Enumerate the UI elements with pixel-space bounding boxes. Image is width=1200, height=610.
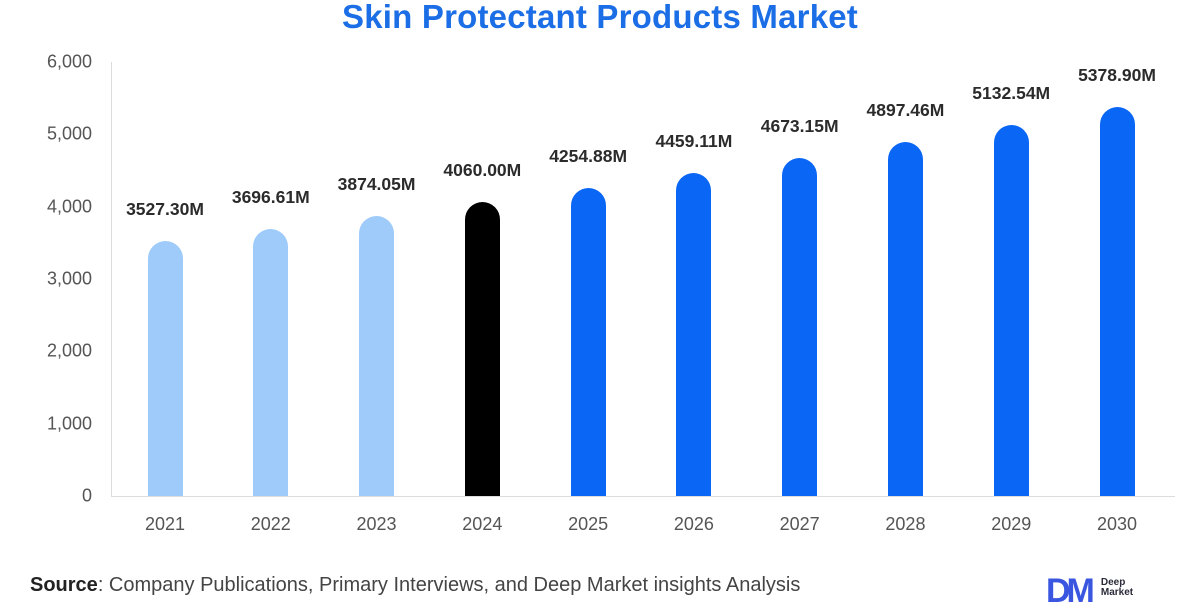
data-label: 4673.15M [760, 115, 839, 136]
data-label: 3527.30M [126, 198, 204, 219]
source-text: : Company Publications, Primary Intervie… [97, 574, 801, 596]
bar-2022 [253, 228, 289, 496]
bar-2030 [1099, 106, 1135, 496]
bar-2028 [887, 141, 923, 496]
x-tick-label: 2024 [462, 514, 503, 534]
data-label: 5378.90M [1078, 64, 1156, 85]
y-axis-line [111, 62, 112, 496]
y-tick-label: 0 [81, 485, 92, 506]
data-label: 5132.54M [972, 82, 1051, 103]
source-label: Source [30, 574, 98, 596]
x-tick-label: 2029 [991, 514, 1032, 534]
data-label: 4459.11M [655, 131, 733, 152]
x-tick-label: 2022 [250, 514, 291, 534]
bar-2026 [676, 173, 712, 496]
data-label: 4060.00M [443, 160, 522, 181]
x-tick-label: 2025 [568, 514, 609, 534]
logo-text-line1: Deep [1100, 577, 1126, 588]
y-tick-label: 3,000 [46, 268, 92, 289]
bar-2027 [782, 157, 818, 496]
y-tick-label: 4,000 [46, 196, 92, 217]
x-tick-label: 2028 [885, 514, 926, 534]
y-axis: 0 1,000 2,000 3,000 4,000 5,000 6,000 [0, 0, 100, 600]
logo-mark-icon: DM [1046, 572, 1095, 610]
x-tick-label: 2030 [1096, 514, 1138, 534]
x-axis-line [111, 496, 1175, 497]
chart-title: Skin Protectant Products Market [342, 0, 858, 35]
data-label: 4897.46M [866, 99, 945, 120]
logo-text: Deep Market [1101, 578, 1133, 598]
data-label: 3696.61M [231, 186, 310, 207]
data-label: 3874.05M [337, 173, 416, 194]
x-tick-label: 2026 [673, 514, 714, 534]
bar-2029 [993, 124, 1029, 496]
x-tick-label: 2021 [144, 514, 186, 534]
y-tick-label: 2,000 [46, 340, 92, 361]
bar-2024 [464, 202, 500, 496]
logo-text-line2: Market [1100, 587, 1134, 598]
y-tick-label: 1,000 [46, 413, 92, 434]
bar-2023 [359, 215, 395, 496]
x-tick-label: 2027 [779, 514, 820, 534]
source-note: Source: Company Publications, Primary In… [30, 574, 800, 597]
data-label: 4254.88M [549, 146, 628, 167]
bar-2021 [147, 240, 183, 496]
x-tick-label: 2023 [356, 514, 397, 534]
y-tick-label: 5,000 [46, 123, 92, 144]
bar-2025 [570, 188, 606, 496]
y-tick-label: 6,000 [46, 51, 92, 72]
